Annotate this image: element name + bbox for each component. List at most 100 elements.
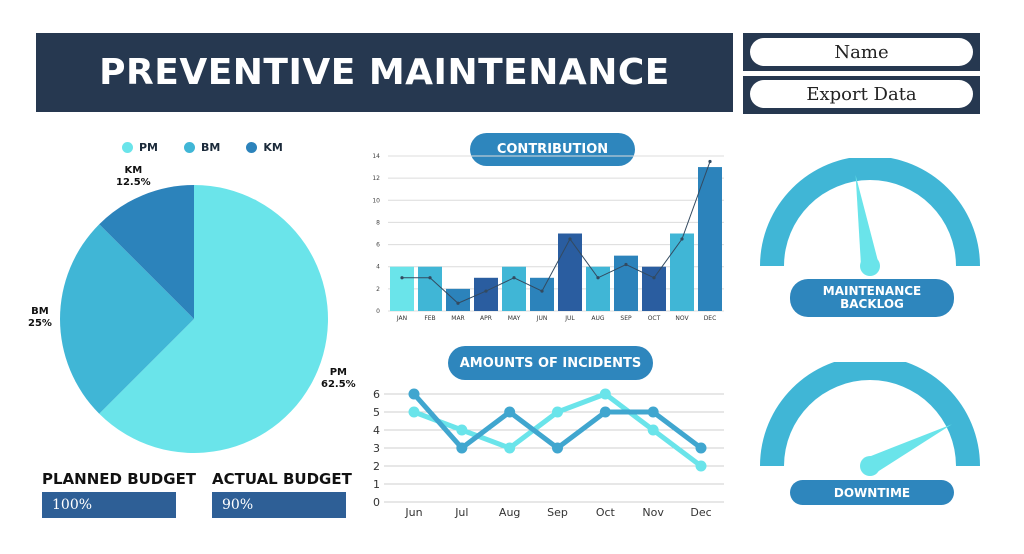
pie-label-km-percent: 12.5% xyxy=(116,177,151,188)
contribution-x-tick: AUG xyxy=(591,315,604,322)
actual-budget-value: 90% xyxy=(212,492,346,518)
contribution-x-tick: JAN xyxy=(396,315,407,322)
contribution-x-tick: JUN xyxy=(536,315,548,322)
incidents-series-1-point xyxy=(695,460,707,472)
contribution-x-tick: NOV xyxy=(675,315,689,322)
incidents-x-tick: Jul xyxy=(454,506,468,519)
incidents-x-tick: Dec xyxy=(690,506,711,519)
legend-item-km: KM xyxy=(246,141,283,154)
incidents-series-2-point xyxy=(647,406,659,418)
incidents-y-tick: 1 xyxy=(373,478,380,491)
pie-label-pm-name: PM xyxy=(329,367,347,378)
contribution-trend-point xyxy=(456,301,460,305)
pie-slice-pm xyxy=(99,185,328,453)
incidents-y-tick: 6 xyxy=(373,388,380,401)
gauge-backlog-needle-hub xyxy=(860,256,880,276)
incidents-y-tick: 0 xyxy=(373,496,380,509)
incidents-series-2-point xyxy=(456,442,468,454)
gauge-downtime-arc xyxy=(760,362,980,466)
contribution-bar-dec xyxy=(698,167,722,311)
incidents-x-tick: Aug xyxy=(499,506,520,519)
incidents-series-2-point xyxy=(408,388,420,400)
incidents-y-tick: 5 xyxy=(373,406,380,419)
maintenance-pie-chart xyxy=(60,185,328,453)
contribution-trend-point xyxy=(708,159,712,164)
contribution-bar-jan xyxy=(390,266,414,311)
incidents-y-tick: 2 xyxy=(373,460,380,473)
incidents-series-2-point xyxy=(552,442,563,454)
contribution-x-tick: APR xyxy=(480,315,492,322)
pie-slice-bm xyxy=(60,224,195,414)
export-data-button[interactable]: Export Data xyxy=(750,80,973,108)
contribution-trend-point xyxy=(512,276,516,280)
pie-label-km: KM 12.5% xyxy=(116,165,151,189)
legend-dot-km xyxy=(246,142,258,153)
pie-label-pm: PM 62.5% xyxy=(321,367,356,391)
incidents-series-1-point xyxy=(599,388,611,400)
contribution-x-tick: MAR xyxy=(451,315,464,322)
contribution-trend-line xyxy=(402,161,711,304)
legend-label-bm: BM xyxy=(201,141,221,154)
contribution-trend-point xyxy=(484,289,488,293)
incidents-series-2-point xyxy=(599,406,611,418)
incidents-title: AMOUNTS OF INCIDENTS xyxy=(448,346,653,380)
pie-label-km-name: KM xyxy=(124,165,143,176)
incidents-series-2-point xyxy=(504,406,516,418)
contribution-x-tick: SEP xyxy=(620,315,632,322)
pie-slice-km xyxy=(99,185,194,319)
contribution-bar-jul xyxy=(558,233,582,311)
contribution-trend-point xyxy=(540,289,544,293)
incidents-series-1-point xyxy=(647,424,659,436)
incidents-series-2-point xyxy=(695,442,707,454)
contribution-y-tick: 12 xyxy=(372,175,380,182)
contribution-trend-point xyxy=(568,237,572,241)
downtime-gauge xyxy=(760,362,980,476)
pie-label-pm-percent: 62.5% xyxy=(321,379,356,390)
maintenance-backlog-label: MAINTENANCE BACKLOG xyxy=(790,279,954,317)
legend-dot-bm xyxy=(184,142,196,153)
contribution-y-tick: 2 xyxy=(376,286,380,293)
gauge-backlog-needle xyxy=(855,175,879,268)
legend-item-bm: BM xyxy=(184,141,220,154)
page-title: PREVENTIVE MAINTENANCE xyxy=(99,52,670,93)
incidents-line-chart: 0 1 2 3 4 5 6 Jun Jul Aug Sep Oct Nov Dec xyxy=(373,388,724,519)
legend-label-pm: PM xyxy=(139,141,159,154)
contribution-bar-chart: 0 2 4 6 8 10 12 14 JAN FEB MAR APR MAY JUN JUL AUG SEP OC… xyxy=(372,153,724,322)
contribution-bar-feb xyxy=(418,266,442,311)
contribution-trend-point xyxy=(624,262,628,267)
legend-label-km: KM xyxy=(263,141,283,154)
incidents-x-tick: Sep xyxy=(547,506,568,519)
planned-budget-value: 100% xyxy=(42,492,176,518)
contribution-bar-jun xyxy=(530,277,554,311)
contribution-y-tick: 4 xyxy=(376,264,380,271)
maintenance-backlog-gauge xyxy=(760,158,980,276)
pie-legend: PM BM KM xyxy=(122,141,283,154)
incidents-x-tick: Nov xyxy=(642,506,664,519)
contribution-trend-point xyxy=(652,276,656,280)
pie-label-bm-name: BM xyxy=(31,306,49,317)
incidents-series-1-point xyxy=(504,442,516,454)
pie-label-bm-percent: 25% xyxy=(28,318,52,329)
actual-budget-label: ACTUAL BUDGET xyxy=(212,470,352,488)
contribution-title: CONTRIBUTION xyxy=(470,133,635,166)
incidents-y-tick: 4 xyxy=(373,424,380,437)
downtime-label: DOWNTIME xyxy=(790,480,954,505)
contribution-x-tick: DEC xyxy=(704,315,717,322)
contribution-y-tick: 8 xyxy=(376,219,380,226)
contribution-bar-nov xyxy=(670,233,694,311)
name-field[interactable]: Name xyxy=(750,38,973,66)
planned-budget-label: PLANNED BUDGET xyxy=(42,470,197,488)
incidents-x-tick: Oct xyxy=(596,506,616,519)
contribution-y-tick: 14 xyxy=(372,153,380,160)
pie-label-bm: BM 25% xyxy=(28,306,52,330)
contribution-bar-mar xyxy=(446,288,470,311)
title-banner xyxy=(36,33,733,112)
incidents-y-tick: 3 xyxy=(373,442,380,455)
contribution-x-tick: JUL xyxy=(564,315,575,322)
contribution-x-tick: FEB xyxy=(424,315,435,322)
gauge-downtime-needle xyxy=(865,424,952,475)
contribution-bar-may xyxy=(502,266,526,311)
contribution-trend-point xyxy=(596,276,600,280)
legend-dot-pm xyxy=(122,142,133,153)
contribution-y-tick: 6 xyxy=(376,242,380,249)
